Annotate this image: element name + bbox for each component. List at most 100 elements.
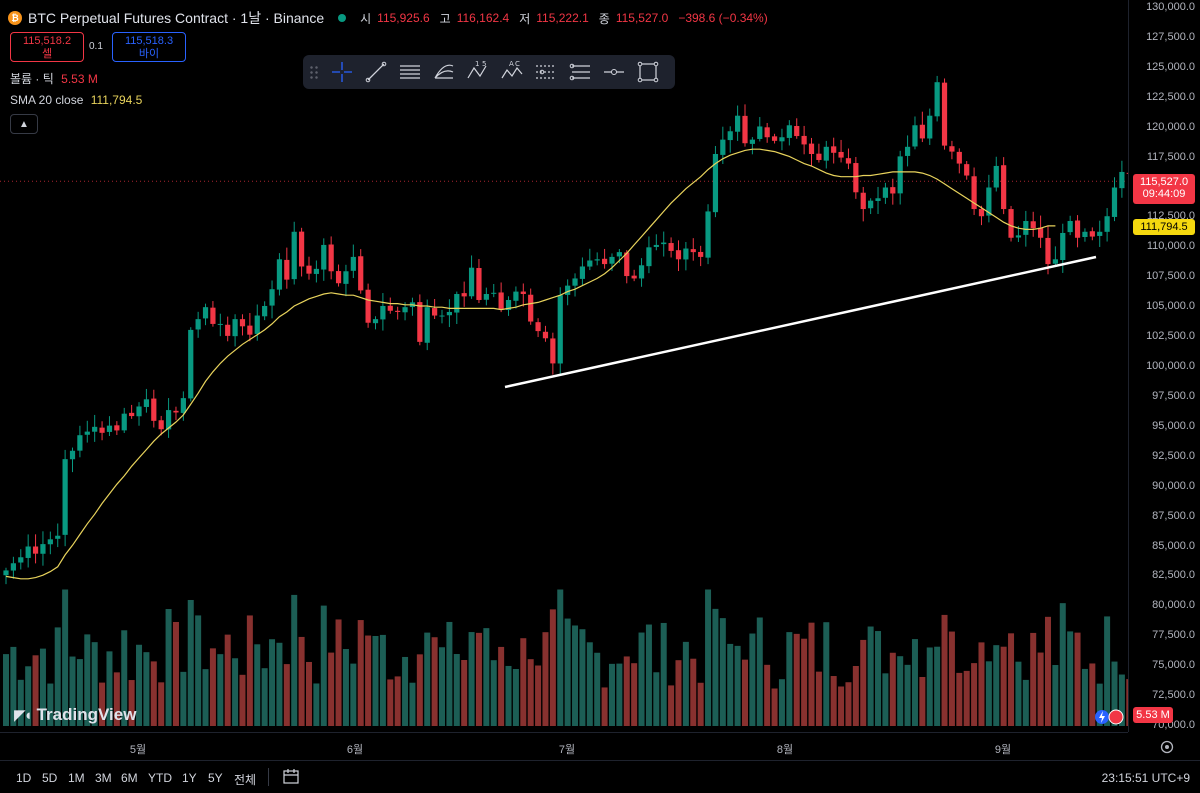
clock-timezone[interactable]: 23:15:51 UTC+9 bbox=[1101, 771, 1190, 785]
candle-body bbox=[616, 252, 622, 257]
candle-body bbox=[439, 315, 445, 317]
volume-bar bbox=[313, 683, 320, 726]
range-all[interactable]: 전체 bbox=[234, 773, 257, 787]
range-1m[interactable]: 1M bbox=[68, 771, 85, 785]
candle-body bbox=[572, 278, 578, 286]
drag-handle-icon[interactable] bbox=[309, 65, 319, 79]
candle-body bbox=[106, 425, 113, 432]
volume-bar bbox=[897, 656, 904, 726]
rectangle-tool[interactable] bbox=[631, 58, 665, 86]
range-1d[interactable]: 1D bbox=[16, 771, 32, 785]
time-axis[interactable]: 5월 6월 7월 8월 9월 bbox=[0, 732, 1128, 761]
volume-bar bbox=[239, 674, 246, 726]
volume-bar bbox=[963, 670, 970, 726]
sell-button[interactable]: 115,518.2 셀 bbox=[10, 32, 84, 62]
price-axis-label: 95,000.0 bbox=[1152, 419, 1195, 432]
candle-body bbox=[579, 266, 586, 279]
volume-bar bbox=[143, 652, 150, 726]
volume-bar bbox=[10, 646, 17, 726]
volume-bar bbox=[1067, 631, 1074, 726]
volume-bar bbox=[904, 664, 911, 726]
candle-body bbox=[631, 275, 637, 279]
go-to-date-button[interactable] bbox=[282, 768, 300, 786]
parallel-channel-tool[interactable] bbox=[393, 58, 427, 86]
candle-body bbox=[1067, 221, 1073, 233]
candle-body bbox=[25, 546, 31, 558]
candle-body bbox=[668, 243, 674, 251]
volume-bar bbox=[350, 663, 357, 726]
ray-lines-tool[interactable] bbox=[563, 58, 597, 86]
sma-legend[interactable]: SMA 20 close 111,794.5 bbox=[10, 93, 142, 107]
candle-body bbox=[387, 305, 393, 311]
candle-body bbox=[786, 125, 792, 138]
volume-bar bbox=[845, 682, 852, 726]
volume-legend[interactable]: 볼륨 · 틱 5.53 M bbox=[10, 70, 98, 87]
range-5y[interactable]: 5Y bbox=[208, 771, 223, 785]
volume-bar bbox=[512, 668, 519, 726]
volume-bar bbox=[889, 652, 896, 726]
candle-body bbox=[1008, 209, 1014, 238]
volume-bar bbox=[1015, 661, 1022, 726]
ohlc-high-label: 고 bbox=[439, 11, 451, 26]
range-5d[interactable]: 5D bbox=[42, 771, 58, 785]
pitchfork-tool[interactable] bbox=[427, 58, 461, 86]
volume-value: 5.53 M bbox=[61, 72, 98, 86]
buy-label: 바이 bbox=[138, 48, 160, 60]
candle-body bbox=[653, 244, 659, 247]
range-6m[interactable]: 6M bbox=[121, 771, 138, 785]
candle-body bbox=[860, 192, 866, 210]
volume-bar bbox=[224, 634, 231, 726]
buy-button[interactable]: 115,518.3 바이 bbox=[112, 32, 186, 62]
candle-body bbox=[801, 135, 807, 145]
volume-bar bbox=[446, 621, 453, 726]
volume-bar bbox=[668, 685, 675, 726]
volume-bar bbox=[542, 632, 549, 726]
candle-body bbox=[853, 163, 859, 193]
crosshair-icon bbox=[332, 62, 352, 82]
volume-bar bbox=[335, 619, 342, 726]
horizontal-ray-tool[interactable] bbox=[597, 58, 631, 86]
price-axis-label: 125,000.0 bbox=[1146, 60, 1195, 73]
horizontal-lines-tool[interactable] bbox=[529, 58, 563, 86]
candle-body bbox=[971, 176, 977, 210]
crosshair-tool[interactable] bbox=[325, 58, 359, 86]
chart-pane[interactable]: ₿ BTC Perpetual Futures Contract · 1날 · … bbox=[0, 0, 1128, 732]
candle-body bbox=[742, 115, 748, 144]
price-axis-label: 105,000.0 bbox=[1146, 300, 1195, 313]
range-ytd[interactable]: YTD bbox=[148, 771, 172, 785]
candle-body bbox=[794, 126, 800, 137]
sma-label: SMA 20 close bbox=[10, 93, 84, 107]
price-axis[interactable]: 130,000.0 127,500.0 125,000.0 122,500.0 120,… bbox=[1128, 0, 1200, 732]
candle-body bbox=[838, 151, 844, 158]
symbol-title[interactable]: BTC Perpetual Futures Contract · 1날 · Bi… bbox=[28, 10, 325, 26]
volume-bar bbox=[150, 661, 157, 726]
candlestick-chart[interactable] bbox=[0, 0, 1128, 732]
candle-body bbox=[956, 151, 962, 164]
event-flags[interactable] bbox=[1094, 708, 1130, 726]
collapse-legend-button[interactable]: ▲ bbox=[10, 114, 38, 134]
volume-bar bbox=[202, 669, 209, 726]
ohlc-open-label: 시 bbox=[360, 11, 372, 26]
candle-body bbox=[92, 426, 98, 432]
volume-bar bbox=[298, 636, 305, 726]
range-3m[interactable]: 3M bbox=[95, 771, 112, 785]
range-1y[interactable]: 1Y bbox=[182, 771, 197, 785]
candle-body bbox=[505, 299, 512, 311]
candle-body bbox=[624, 252, 630, 277]
chart-settings-button[interactable] bbox=[1158, 738, 1176, 756]
candle-body bbox=[461, 293, 467, 297]
volume-bar bbox=[838, 686, 845, 726]
candle-body bbox=[114, 425, 120, 431]
volume-bar bbox=[416, 654, 423, 726]
trend-line-tool[interactable] bbox=[359, 58, 393, 86]
volume-bar bbox=[535, 665, 542, 726]
horizontal-ray-icon bbox=[604, 69, 624, 75]
tradingview-logo[interactable]: ◤◖ TradingView bbox=[14, 705, 136, 725]
candle-body bbox=[1030, 221, 1036, 229]
volume-bar bbox=[261, 668, 268, 726]
us-flag-event-icon[interactable] bbox=[1108, 709, 1124, 725]
volume-bar bbox=[675, 660, 682, 726]
